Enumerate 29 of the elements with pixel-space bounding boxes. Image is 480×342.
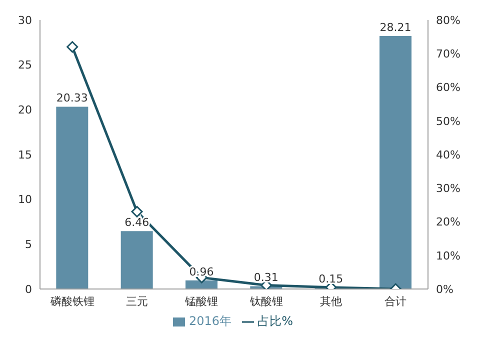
y2-tick-label: 0% [436, 282, 454, 296]
x-tick-label: 合计 [384, 294, 407, 308]
y2-tick-label: 60% [436, 81, 460, 94]
y-tick-label: 25 [18, 58, 32, 72]
data-label: 6.46 [124, 216, 150, 230]
y-tick-label: 0 [25, 282, 32, 296]
data-label: 28.21 [380, 21, 412, 34]
y2-tick-label: 40% [436, 148, 460, 162]
y-tick-label: 20 [18, 104, 32, 117]
data-label: 0.15 [318, 272, 344, 286]
data-label: 0.31 [254, 271, 278, 284]
legend-label: 2016年 [189, 314, 232, 328]
x-tick-label: 其他 [320, 294, 342, 308]
x-tick-label: 锰酸锂 [184, 294, 218, 308]
y-tick-label: 15 [18, 148, 32, 162]
y-tick-label: 30 [18, 14, 32, 27]
x-tick-label: 钛酸锂 [248, 294, 283, 308]
y2-tick-label: 80% [436, 14, 460, 27]
y-tick-label: 5 [25, 238, 32, 252]
y2-tick-label: 70% [436, 48, 460, 61]
y2-tick-label: 30% [436, 182, 460, 196]
data-label: 20.33 [56, 92, 88, 105]
legend-label: 占比% [258, 314, 293, 328]
y2-tick-label: 20% [436, 216, 460, 229]
y2-tick-label: 10% [436, 249, 460, 262]
x-tick-label: 三元 [126, 294, 148, 308]
x-tick-label: 磷酸铁锂 [49, 294, 94, 308]
y-tick-label: 10 [18, 193, 32, 206]
y2-tick-label: 50% [436, 114, 460, 128]
